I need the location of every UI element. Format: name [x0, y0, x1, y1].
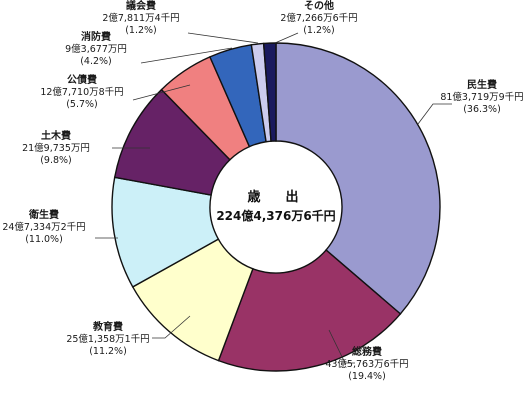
slice-2 [217, 249, 402, 372]
slice-percent-8: (1.2%) [125, 25, 157, 36]
slice-name-4: 衛生費 [28, 208, 59, 221]
slice-percent-5: (9.8%) [40, 155, 72, 166]
slice-1 [275, 42, 441, 315]
slice-name-5: 土木費 [41, 129, 71, 142]
slice-amount-6: 12億7,710万8千円 [40, 86, 123, 98]
leader-line-8 [187, 32, 259, 44]
center-total: 224億4,376万6千円 [216, 208, 335, 223]
slice-amount-7: 9億3,677万円 [65, 43, 127, 55]
slice-name-7: 消防費 [81, 30, 111, 43]
slice-amount-9: 2億7,266万6千円 [280, 12, 357, 24]
slice-percent-2: (19.4%) [348, 371, 386, 382]
slice-percent-3: (11.2%) [89, 346, 127, 357]
slice-percent-7: (4.2%) [80, 56, 112, 67]
leader-line-7 [140, 47, 233, 64]
slice-name-6: 公債費 [67, 73, 97, 86]
center-title: 歳 出 [247, 189, 304, 205]
leader-line-1 [417, 103, 452, 125]
slice-name-3: 教育費 [92, 320, 123, 333]
leader-lines [95, 32, 452, 364]
slice-amount-4: 24億7,334万2千円 [2, 221, 85, 233]
slice-amount-1: 81億3,719万9千円 [440, 91, 523, 103]
slice-9 [262, 42, 277, 142]
slice-name-1: 民生費 [467, 78, 497, 91]
slice-amount-5: 21億9,735万円 [22, 142, 90, 154]
pie-slices [111, 42, 441, 372]
slice-name-8: 議会費 [126, 0, 156, 12]
slice-percent-6: (5.7%) [66, 99, 98, 110]
slice-amount-3: 25億1,358万1千円 [66, 333, 149, 345]
slice-name-9: その他 [304, 0, 334, 12]
leader-line-9 [274, 32, 299, 44]
slice-percent-1: (36.3%) [463, 104, 501, 115]
slice-amount-8: 2億7,811万4千円 [102, 12, 179, 24]
leader-line-6 [132, 84, 191, 101]
slice-percent-4: (11.0%) [25, 234, 63, 245]
slice-amount-2: 43億5,763万6千円 [325, 358, 408, 370]
leader-line-3 [152, 315, 191, 339]
slice-percent-9: (1.2%) [303, 25, 335, 36]
slice-name-2: 総務費 [352, 345, 382, 358]
leader-line-2 [328, 329, 355, 364]
